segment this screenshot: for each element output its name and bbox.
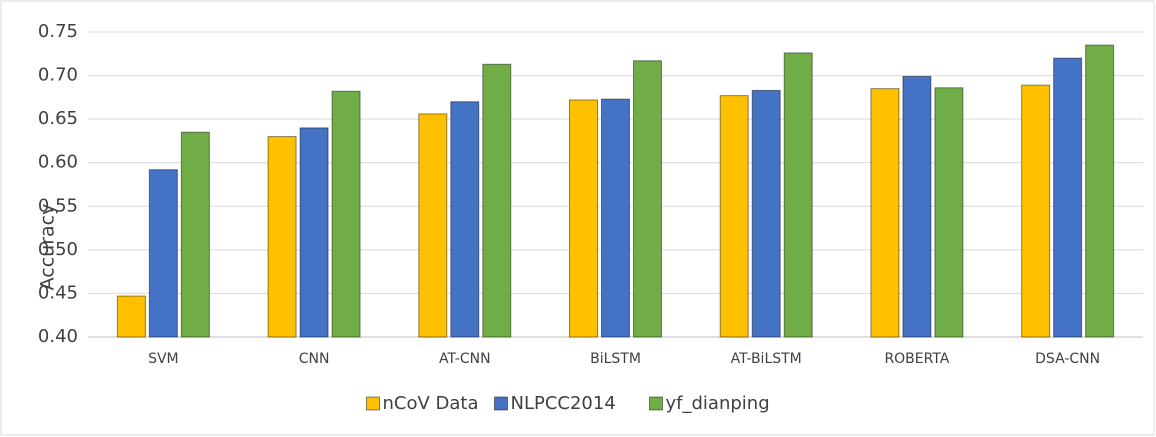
bar bbox=[331, 90, 361, 338]
y-tick-label: 0.55 bbox=[38, 195, 78, 216]
bar bbox=[633, 60, 662, 338]
y-tick-label: 0.65 bbox=[38, 108, 78, 129]
bar bbox=[148, 169, 178, 338]
bar bbox=[751, 89, 781, 338]
bar bbox=[299, 127, 329, 338]
bar bbox=[180, 131, 210, 338]
legend-label: nCoV Data bbox=[383, 393, 479, 414]
x-tick-label: SVM bbox=[148, 351, 179, 367]
bar bbox=[482, 63, 512, 338]
legend-label: NLPCC2014 bbox=[511, 393, 616, 414]
x-tick-label: DSA-CNN bbox=[1035, 351, 1100, 367]
y-tick-label: 0.70 bbox=[38, 65, 78, 86]
x-tick-label: ROBERTA bbox=[884, 351, 949, 367]
bar bbox=[934, 87, 964, 338]
x-tick-label: AT-BiLSTM bbox=[731, 351, 802, 367]
bar bbox=[783, 52, 813, 338]
y-tick-label: 0.50 bbox=[38, 239, 78, 260]
bar bbox=[902, 75, 932, 338]
legend-swatch bbox=[366, 396, 380, 411]
bar bbox=[116, 295, 146, 338]
bar bbox=[418, 113, 448, 338]
y-tick-label: 0.40 bbox=[38, 326, 78, 347]
bar bbox=[601, 98, 630, 338]
legend-label: yf_dianping bbox=[666, 393, 770, 414]
bar bbox=[719, 95, 749, 338]
bar bbox=[870, 88, 900, 338]
bar bbox=[1053, 57, 1083, 338]
legend-swatch bbox=[649, 396, 663, 411]
legend-swatch bbox=[494, 396, 508, 411]
x-tick-label: AT-CNN bbox=[439, 351, 491, 367]
bar bbox=[1021, 84, 1051, 338]
y-tick-label: 0.75 bbox=[38, 21, 78, 42]
x-tick-label: BiLSTM bbox=[590, 351, 641, 367]
bar bbox=[267, 136, 297, 338]
y-tick-label: 0.60 bbox=[38, 152, 78, 173]
bar bbox=[569, 99, 598, 338]
bar bbox=[450, 101, 480, 338]
y-tick-label: 0.45 bbox=[38, 282, 78, 303]
y-axis-title: Accuracy bbox=[37, 204, 59, 291]
x-tick-label: CNN bbox=[299, 351, 330, 367]
bar bbox=[1085, 44, 1115, 338]
